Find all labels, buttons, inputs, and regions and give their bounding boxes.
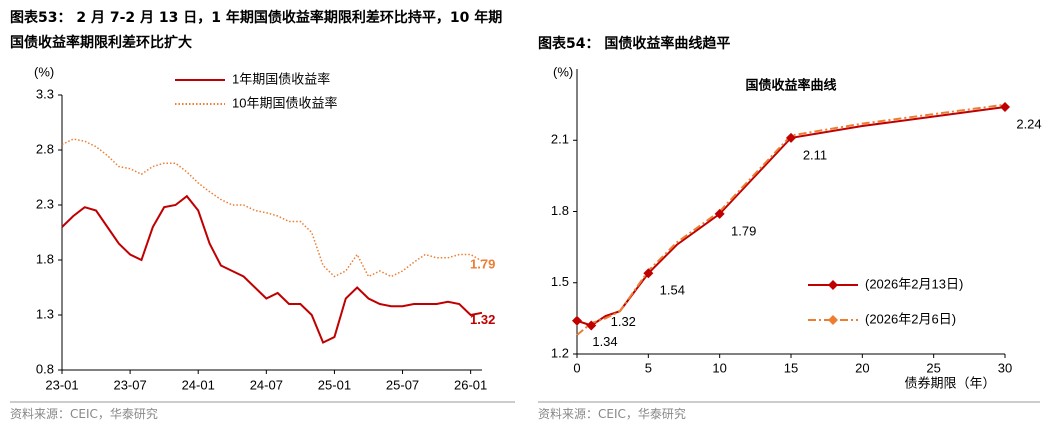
data-marker [786,132,796,143]
y-tick-label: 2.1 [551,132,569,147]
y-tick-label: 0.8 [36,361,54,376]
x-tick-label: 10 [712,360,726,375]
x-tick-label: 26-01 [454,377,487,392]
y-unit: (%) [553,64,573,79]
legend-label: (2026年2月13日) [865,276,963,291]
y-unit: (%) [34,64,54,79]
data-label: 1.79 [731,223,756,238]
legend-label: (2026年2月6日) [865,311,956,326]
y-tick-label: 1.5 [551,274,569,289]
data-marker [643,268,654,279]
y-tick-label: 1.8 [551,203,569,218]
series-line [576,106,1006,327]
x-tick-label: 5 [645,360,652,375]
figure-caption: 图表53： 2 月 7-2 月 13 日，1 年期国债收益率期限利差环比持平，1… [10,10,503,51]
y-tick-label: 2.3 [36,196,54,211]
legend-marker [828,280,838,290]
data-marker [714,208,725,219]
x-tick-label: 30 [998,360,1012,375]
end-label: 1.79 [470,257,495,272]
y-tick-label: 1.2 [551,345,569,360]
x-tick-label: 25-01 [318,377,351,392]
x-tick-label: 15 [784,360,798,375]
series-line [61,194,483,344]
source: 资料来源：CEIC，华泰研究 [10,407,158,421]
x-tick-label: 23-01 [45,377,78,392]
data-label: 1.34 [592,334,617,349]
x-tick-label: 20 [855,360,869,375]
x-tick-label: 25 [926,360,940,375]
x-tick-label: 24-01 [182,377,215,392]
x-tick-label: 25-07 [386,377,419,392]
x-tick-label: 24-07 [250,377,283,392]
legend-label: 1年期国债收益率 [232,71,330,86]
data-marker [586,320,597,331]
legend-label: 10年期国债收益率 [232,95,337,110]
data-marker [572,315,582,326]
x-tick-label: 0 [573,360,580,375]
legend-marker [828,315,838,325]
data-marker [1000,102,1010,112]
chart-title: 国债收益率曲线 [745,77,836,92]
data-label: 2.11 [803,147,827,162]
x-axis-label: 债券期限（年） [904,375,995,390]
y-tick-label: 1.8 [36,251,54,266]
x-tick-label: 23-07 [113,377,146,392]
data-label: 1.54 [660,283,685,298]
y-tick-label: 2.8 [36,141,54,156]
y-tick-label: 1.3 [36,306,54,321]
series-line [61,138,483,278]
end-label: 1.32 [470,312,495,327]
source: 资料来源：CEIC，华泰研究 [538,407,686,421]
data-label: 1.32 [611,314,636,329]
figure-caption: 图表54： 国债收益率曲线趋平 [538,36,731,52]
series-line [576,103,1006,336]
y-tick-label: 3.3 [36,86,54,101]
data-label: 2.24 [1016,116,1041,131]
